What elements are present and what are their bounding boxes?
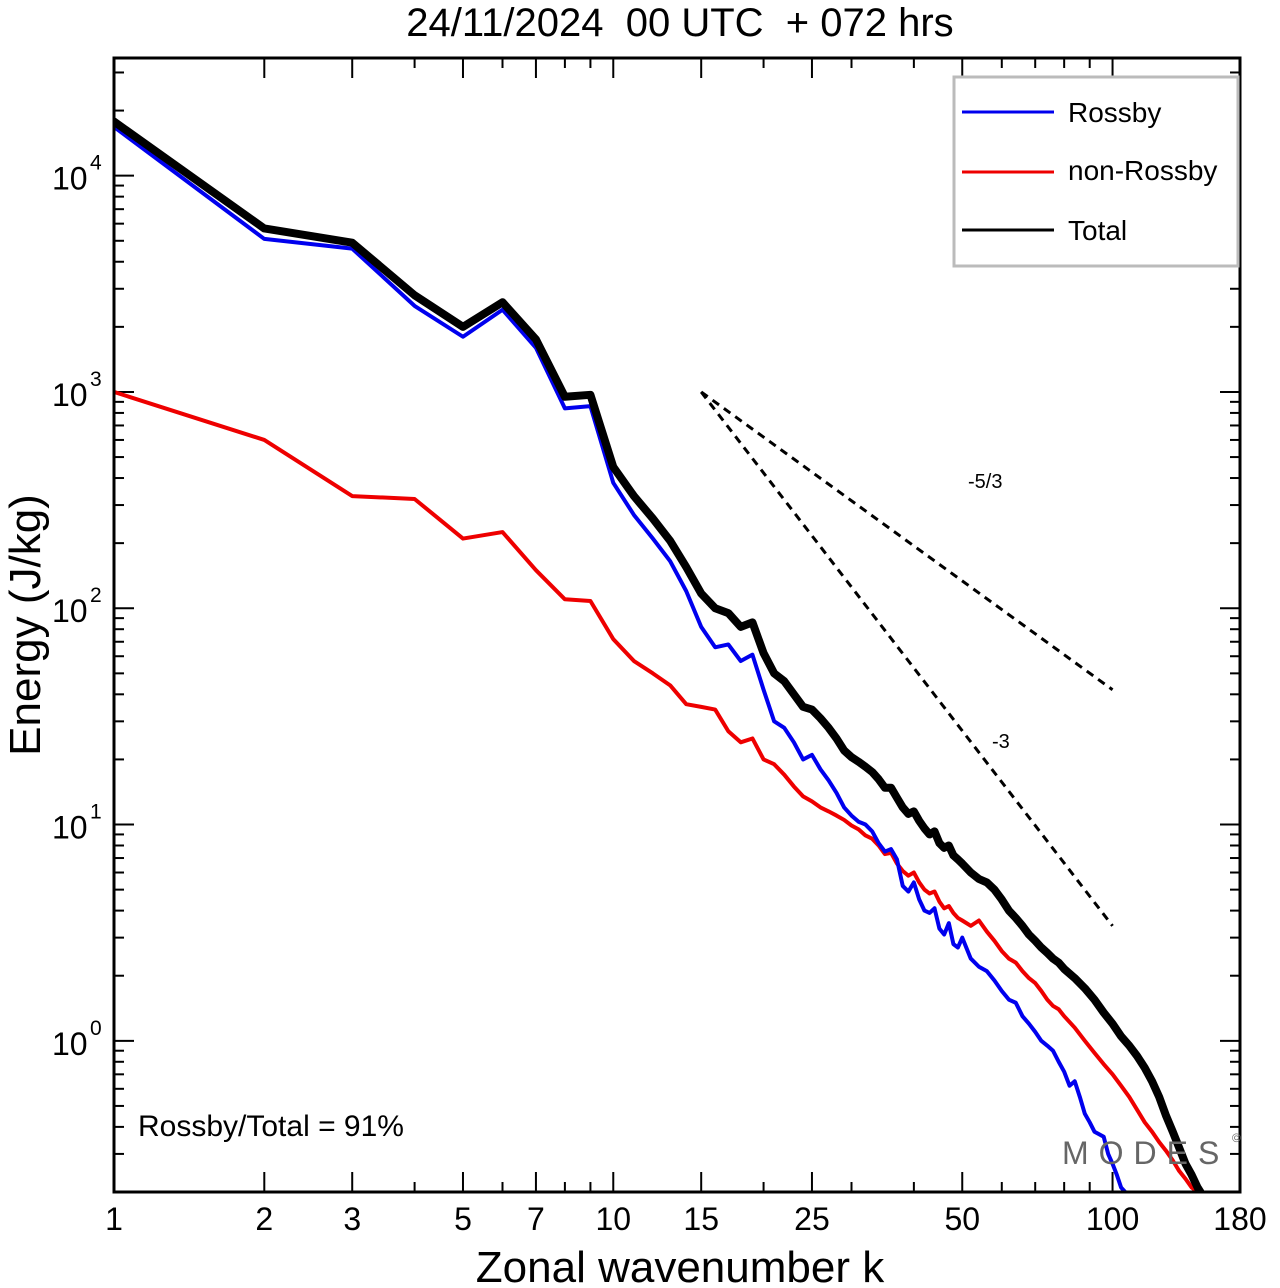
rossby-ratio-annotation: Rossby/Total = 91%	[138, 1110, 404, 1143]
x-tick-label: 5	[454, 1201, 472, 1237]
y-tick-label: 10	[52, 593, 88, 629]
y-tick-exponent: 1	[90, 801, 102, 824]
copyright-symbol: ©	[1232, 1131, 1241, 1145]
series-line-rossby	[114, 124, 1128, 1192]
y-tick-exponent: 2	[90, 584, 102, 607]
x-tick-label: 7	[527, 1201, 545, 1237]
y-axis-label: Energy (J/kg)	[1, 494, 50, 756]
slope-line-minus-five-thirds	[700, 390, 1114, 691]
x-tick-label: 100	[1086, 1201, 1139, 1237]
slope-reference-lines	[700, 390, 1114, 927]
y-tick-label: 10	[52, 810, 88, 846]
legend-label-rossby: Rossby	[1068, 97, 1161, 128]
axis-ticks	[113, 58, 1241, 1192]
series-line-non-rossby	[114, 389, 1200, 1192]
y-tick-label: 10	[52, 1026, 88, 1062]
x-tick-label: 15	[683, 1201, 719, 1237]
x-tick-label: 180	[1213, 1201, 1266, 1237]
x-tick-label: 25	[794, 1201, 830, 1237]
slope-label-minus-five-thirds: -5/3	[968, 471, 1002, 493]
x-tick-label: 10	[595, 1201, 631, 1237]
y-tick-exponent: 4	[90, 152, 102, 175]
legend-label-total: Total	[1068, 215, 1127, 246]
series-layer	[114, 117, 1205, 1192]
x-tick-label: 50	[944, 1201, 980, 1237]
chart-title: 24/11/2024 00 UTC + 072 hrs	[406, 1, 953, 45]
x-tick-label: 2	[255, 1201, 273, 1237]
slope-label-minus-three: -3	[992, 731, 1010, 753]
y-tick-exponent: 3	[90, 368, 102, 391]
plot-frame	[112, 56, 1242, 1194]
y-tick-exponent: 0	[90, 1017, 102, 1040]
x-axis-label: Zonal wavenumber k	[476, 1243, 885, 1288]
y-tick-label: 10	[52, 161, 88, 197]
legend: Rossby non-Rossby Total	[952, 75, 1240, 268]
x-tick-label: 3	[343, 1201, 361, 1237]
x-tick-label: 1	[105, 1201, 123, 1237]
y-tick-label: 10	[52, 377, 88, 413]
slope-line-minus-three	[700, 391, 1114, 927]
series-line-total	[114, 117, 1205, 1192]
modes-watermark: MODES	[1062, 1135, 1229, 1171]
legend-label-non-rossby: non-Rossby	[1068, 155, 1217, 186]
